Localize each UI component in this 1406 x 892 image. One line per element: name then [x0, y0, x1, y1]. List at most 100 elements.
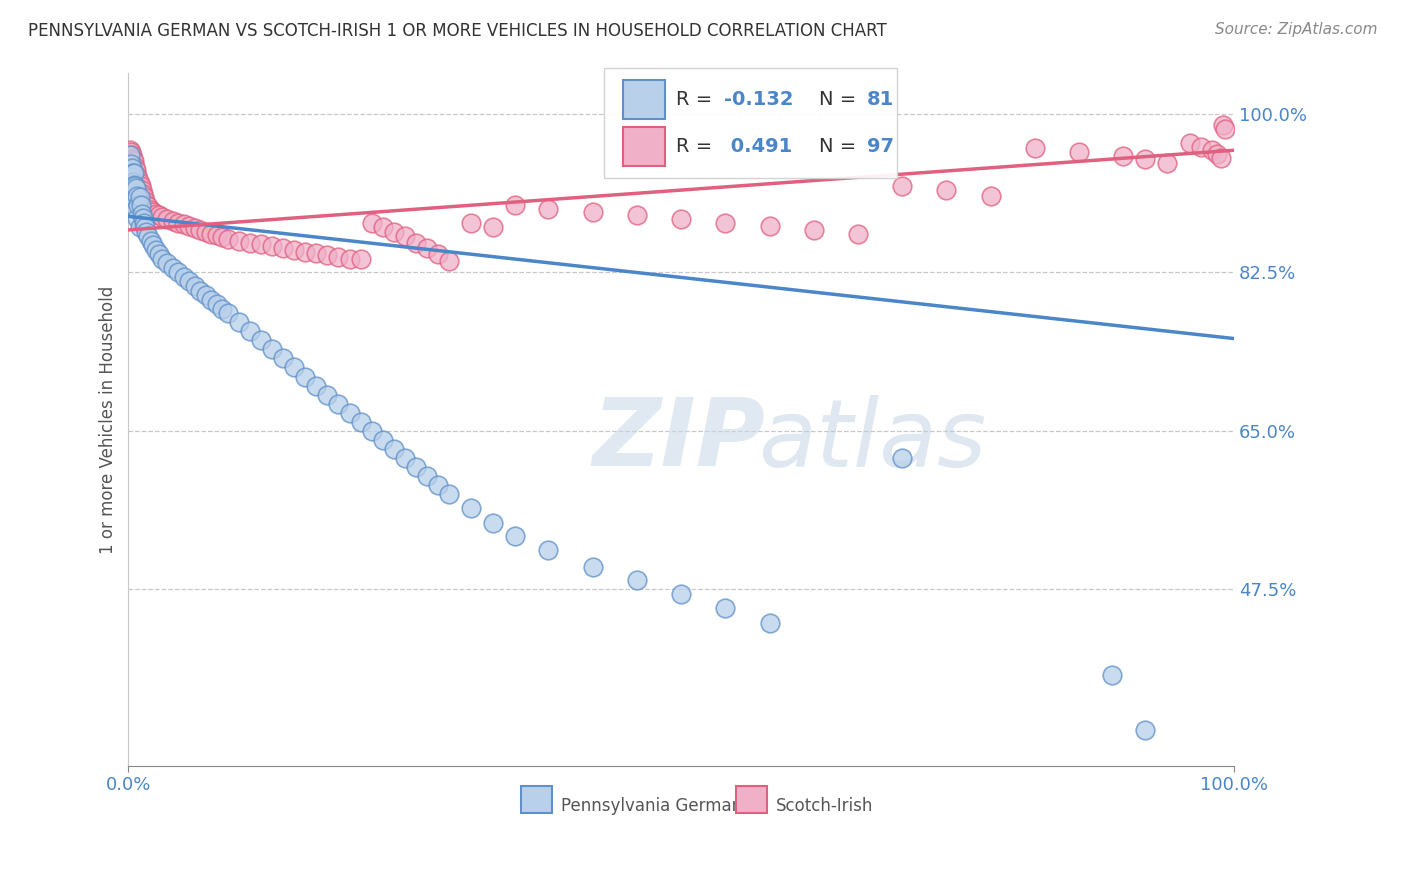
Point [120, 169, 142, 183]
Point [271, 241, 294, 255]
Point [188, 223, 211, 237]
Point [139, 234, 162, 248]
Point [150, 252, 173, 266]
Point [125, 202, 148, 216]
Point [118, 157, 141, 171]
Text: Scotch-Irish: Scotch-Irish [776, 797, 873, 815]
Point [316, 248, 339, 262]
Text: -0.132: -0.132 [724, 90, 794, 109]
Point [179, 275, 201, 289]
Point [142, 238, 165, 252]
Point [132, 190, 155, 204]
Point [394, 450, 416, 465]
Point [145, 206, 167, 220]
Point [132, 216, 155, 230]
Point [437, 253, 460, 268]
Point [122, 172, 145, 186]
Point [1206, 147, 1229, 161]
Point [122, 175, 145, 189]
Point [405, 235, 427, 250]
Text: N =: N = [820, 137, 863, 156]
Point [148, 247, 170, 261]
Point [162, 214, 184, 228]
Point [217, 232, 239, 246]
Point [1135, 153, 1157, 167]
Point [460, 216, 482, 230]
Point [118, 143, 141, 157]
Point [228, 234, 250, 248]
FancyBboxPatch shape [623, 80, 665, 119]
Point [167, 216, 190, 230]
Point [125, 163, 148, 178]
Point [382, 442, 405, 456]
Point [416, 469, 439, 483]
Point [1178, 136, 1201, 150]
Point [134, 194, 156, 208]
Point [142, 204, 165, 219]
Point [120, 160, 142, 174]
Point [184, 221, 207, 235]
Point [328, 397, 350, 411]
Point [125, 175, 148, 189]
Point [283, 360, 305, 375]
Point [626, 573, 648, 587]
Point [122, 166, 145, 180]
Point [131, 183, 153, 197]
Point [1101, 668, 1123, 682]
Point [128, 190, 150, 204]
Point [305, 378, 328, 392]
Point [758, 615, 780, 630]
Point [150, 211, 173, 225]
Point [125, 181, 148, 195]
Point [129, 179, 152, 194]
Point [460, 500, 482, 515]
Point [138, 199, 160, 213]
Text: 0.491: 0.491 [724, 137, 793, 156]
FancyBboxPatch shape [520, 787, 551, 813]
Point [250, 334, 273, 348]
Point [121, 163, 143, 178]
Point [714, 216, 737, 230]
Point [416, 241, 439, 255]
Point [127, 169, 149, 183]
Point [138, 229, 160, 244]
Point [349, 415, 371, 429]
Point [305, 246, 328, 260]
Point [537, 202, 560, 216]
Point [135, 197, 157, 211]
Point [1189, 139, 1212, 153]
Point [128, 176, 150, 190]
Point [669, 212, 692, 227]
Point [1067, 145, 1090, 159]
Y-axis label: 1 or more Vehicles in Household: 1 or more Vehicles in Household [100, 285, 117, 554]
Point [262, 239, 284, 253]
Point [148, 209, 170, 223]
Point [127, 188, 149, 202]
Point [120, 145, 142, 159]
Point [360, 424, 382, 438]
Point [328, 250, 350, 264]
Point [122, 160, 145, 174]
Point [122, 188, 145, 202]
Point [120, 166, 142, 180]
Point [128, 220, 150, 235]
FancyBboxPatch shape [603, 69, 897, 178]
Point [262, 343, 284, 357]
Point [205, 228, 228, 243]
Text: 81: 81 [868, 90, 894, 109]
Point [394, 229, 416, 244]
Point [179, 219, 201, 234]
Text: PENNSYLVANIA GERMAN VS SCOTCH-IRISH 1 OR MORE VEHICLES IN HOUSEHOLD CORRELATION : PENNSYLVANIA GERMAN VS SCOTCH-IRISH 1 OR… [28, 22, 887, 40]
Text: R =: R = [676, 90, 718, 109]
Point [129, 197, 152, 211]
Point [505, 529, 527, 543]
Point [1209, 151, 1232, 165]
Point [122, 163, 145, 178]
Point [118, 170, 141, 185]
Point [239, 324, 262, 338]
Point [339, 252, 361, 266]
Text: R =: R = [676, 137, 718, 156]
Point [271, 351, 294, 366]
Point [120, 153, 142, 167]
Point [127, 172, 149, 186]
